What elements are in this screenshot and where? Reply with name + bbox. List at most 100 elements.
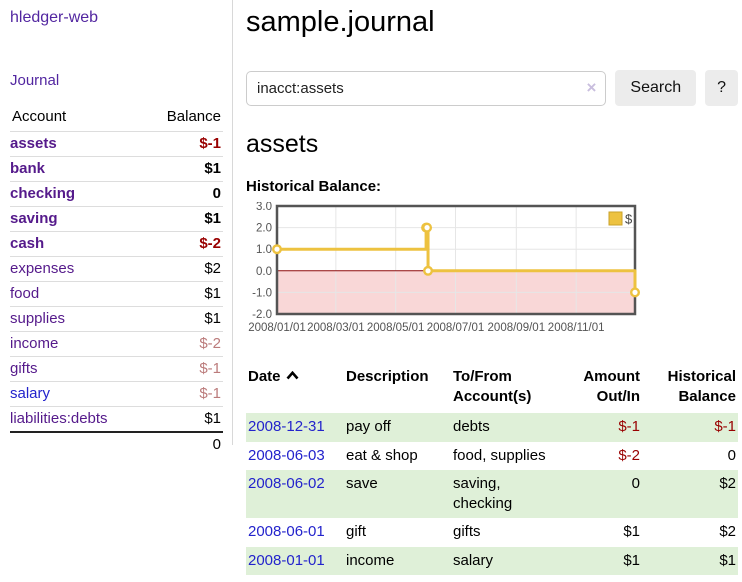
- account-row: cash $-2: [10, 231, 223, 257]
- transaction-description: eat & shop: [346, 446, 418, 464]
- account-balance: $1: [143, 156, 223, 182]
- transaction-balance: $2: [719, 475, 736, 492]
- search-bar: × Search ?: [246, 70, 738, 106]
- transaction-balance: $1: [719, 551, 736, 569]
- account-balance: $1: [143, 206, 223, 232]
- account-row: supplies $1: [10, 306, 223, 332]
- account-row: expenses $2: [10, 256, 223, 282]
- svg-text:-1.0: -1.0: [252, 287, 272, 299]
- account-row: liabilities:debts $1: [10, 406, 223, 432]
- account-balance: 0: [143, 181, 223, 207]
- transaction-balance: 0: [727, 446, 736, 464]
- sort-ascending-icon: [286, 370, 298, 380]
- account-link[interactable]: saving: [10, 210, 58, 227]
- account-row: food $1: [10, 281, 223, 307]
- register-table-body: 2008-12-31 pay off debts $-1 $-1 2008-06-03 ea…: [246, 413, 738, 575]
- register-header-accounts: To/From Account(s): [453, 368, 532, 405]
- transaction-accounts: salary: [453, 551, 494, 569]
- svg-text:2008/09/01: 2008/09/01: [488, 322, 546, 334]
- svg-text:2008/05/01: 2008/05/01: [367, 322, 425, 334]
- account-row: salary $-1: [10, 381, 223, 407]
- account-heading: assets: [246, 130, 319, 158]
- account-row: assets $-1: [10, 131, 223, 157]
- register-table: Date Description To/From Account(s) Amou…: [246, 365, 738, 575]
- account-balance: $-2: [143, 231, 223, 257]
- register-row: 2008-06-02 save saving, checking 0 $2: [246, 470, 738, 518]
- transaction-date-link[interactable]: 2008-06-03: [248, 446, 325, 464]
- app-title-link[interactable]: hledger-web: [10, 9, 99, 26]
- transaction-balance: $-1: [714, 418, 736, 435]
- svg-text:2008/07/01: 2008/07/01: [427, 322, 485, 334]
- account-row: bank $1: [10, 156, 223, 182]
- transaction-amount: $1: [623, 523, 640, 540]
- svg-text:2008/01/01: 2008/01/01: [248, 322, 306, 334]
- transaction-date-link[interactable]: 2008-06-01: [248, 523, 325, 540]
- accounts-header-balance: Balance: [166, 108, 221, 125]
- transaction-amount: $-1: [618, 418, 640, 435]
- accounts-table-body: assets $-1 bank $1 checking 0 saving $1 cash $-2 e…: [10, 131, 223, 432]
- search-input[interactable]: [246, 70, 607, 106]
- main-content: sample.journal × Search ? assets Histori…: [234, 0, 742, 575]
- account-link[interactable]: cash: [10, 235, 45, 252]
- account-link[interactable]: checking: [10, 185, 76, 202]
- transaction-accounts: saving, checking: [453, 475, 513, 512]
- page-title: sample.journal: [246, 6, 435, 38]
- accounts-table: Account Balance assets $-1 bank $1 checking 0…: [10, 104, 223, 457]
- transaction-balance: $2: [719, 523, 736, 540]
- account-link[interactable]: food: [10, 285, 40, 302]
- account-link[interactable]: expenses: [10, 260, 75, 277]
- register-header-amount: Amount Out/In: [583, 368, 640, 405]
- svg-text:$: $: [625, 212, 633, 227]
- transaction-date-link[interactable]: 2008-01-01: [248, 551, 325, 569]
- account-balance: $-2: [143, 331, 223, 357]
- accounts-header-account: Account: [12, 108, 67, 125]
- transaction-description: pay off: [346, 418, 391, 435]
- transaction-amount: $1: [623, 551, 640, 569]
- account-row: gifts $-1: [10, 356, 223, 382]
- transaction-amount: $-2: [618, 446, 640, 464]
- transaction-description: income: [346, 551, 395, 569]
- account-link[interactable]: bank: [10, 160, 46, 177]
- accounts-total-row: 0: [10, 431, 223, 457]
- register-header-date[interactable]: Date: [246, 365, 344, 413]
- register-row: 2008-06-01 gift gifts $1 $2: [246, 518, 738, 547]
- account-balance: $-1: [143, 381, 223, 407]
- register-row: 2008-12-31 pay off debts $-1 $-1: [246, 413, 738, 442]
- account-link[interactable]: assets: [10, 135, 57, 152]
- transaction-description: save: [346, 475, 378, 492]
- transaction-accounts: gifts: [453, 523, 481, 540]
- transaction-accounts: food, supplies: [453, 446, 546, 464]
- account-row: income $-2: [10, 331, 223, 357]
- accounts-total-value: 0: [143, 431, 223, 457]
- transaction-description: gift: [346, 523, 367, 540]
- sidebar-item-journal[interactable]: Journal: [10, 72, 60, 89]
- account-balance: $-1: [143, 131, 223, 157]
- help-button[interactable]: ?: [705, 70, 738, 106]
- register-header-balance: Historical Balance: [667, 368, 736, 405]
- account-link[interactable]: salary: [10, 385, 51, 402]
- register-row: 2008-01-01 income salary $1 $1: [246, 546, 738, 575]
- account-link[interactable]: income: [10, 335, 59, 352]
- account-link[interactable]: gifts: [10, 360, 38, 377]
- accounts-table-header: Account Balance: [10, 104, 223, 132]
- sidebar: hledger-web Journal Account Balance asse…: [0, 0, 233, 457]
- account-row: checking 0: [10, 181, 223, 207]
- account-balance: $2: [143, 256, 223, 282]
- transaction-date-link[interactable]: 2008-06-02: [248, 475, 325, 492]
- account-balance: $1: [143, 406, 223, 432]
- account-link[interactable]: liabilities:debts: [10, 410, 108, 427]
- account-balance: $1: [143, 281, 223, 307]
- account-link[interactable]: supplies: [10, 310, 66, 327]
- register-row: 2008-06-03 eat & shop food, supplies $-2 0: [246, 442, 738, 471]
- transaction-date-link[interactable]: 2008-12-31: [248, 418, 325, 435]
- register-header-description: Description: [346, 368, 429, 385]
- svg-text:2008/11/01: 2008/11/01: [548, 322, 605, 334]
- svg-text:3.0: 3.0: [256, 202, 272, 213]
- svg-text:1.0: 1.0: [256, 244, 272, 256]
- account-balance: $1: [143, 306, 223, 332]
- search-button[interactable]: Search: [615, 70, 697, 106]
- historical-balance-chart: 3.0 2.0 1.0 0.0 -1.0 -2.0 2008/01/01 2008/03/01…: [245, 201, 738, 349]
- svg-text:2008/03/01: 2008/03/01: [307, 322, 365, 334]
- clear-search-icon[interactable]: ×: [586, 77, 597, 97]
